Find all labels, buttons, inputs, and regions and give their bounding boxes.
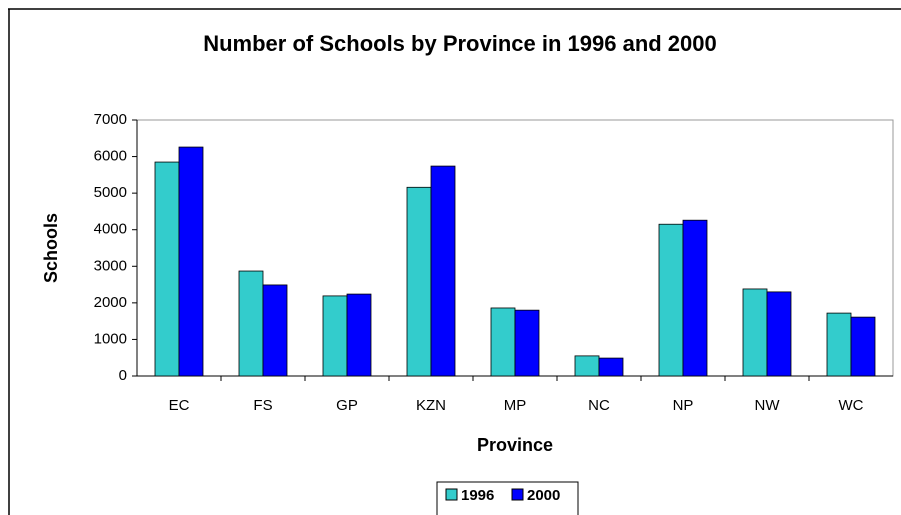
bar [238, 270, 264, 377]
y-tick-label: 6000 [94, 148, 127, 165]
x-tick-label: WC [839, 397, 864, 414]
x-tick-label: GP [336, 397, 358, 414]
x-tick-label: EC [169, 397, 190, 414]
bar [490, 307, 516, 377]
bar [154, 161, 180, 377]
bar [574, 355, 600, 377]
x-tick-label: NC [588, 397, 610, 414]
x-tick-label: MP [504, 397, 527, 414]
y-tick-label: 3000 [94, 257, 127, 274]
x-tick-label: NP [673, 397, 694, 414]
y-tick-label: 4000 [94, 221, 127, 238]
legend-label: 1996 [461, 487, 494, 504]
bar [598, 357, 624, 377]
bar [766, 291, 792, 377]
bar [430, 165, 456, 377]
x-tick-label: FS [253, 397, 272, 414]
x-tick-label: KZN [416, 397, 446, 414]
legend-label: 2000 [527, 487, 560, 504]
bar [262, 284, 288, 377]
bar [322, 295, 348, 377]
y-tick-label: 1000 [94, 330, 127, 347]
bar [826, 312, 852, 377]
legend-swatch [445, 488, 458, 501]
y-tick-label: 2000 [94, 294, 127, 311]
y-tick-label: 7000 [94, 111, 127, 128]
legend-swatch [511, 488, 524, 501]
bar [850, 316, 876, 377]
chart-title: Number of Schools by Province in 1996 an… [203, 31, 717, 56]
x-tick-label: NW [755, 397, 781, 414]
x-axis-label: Province [477, 435, 553, 455]
bar [658, 223, 684, 377]
bar [346, 293, 372, 377]
legend [436, 481, 579, 515]
bar [514, 309, 540, 377]
y-tick-label: 0 [119, 367, 127, 384]
bar [682, 219, 708, 377]
y-axis-label: Schools [41, 213, 61, 283]
bar [742, 288, 768, 377]
y-tick-label: 5000 [94, 184, 127, 201]
bar [178, 146, 204, 377]
bar [406, 186, 432, 377]
